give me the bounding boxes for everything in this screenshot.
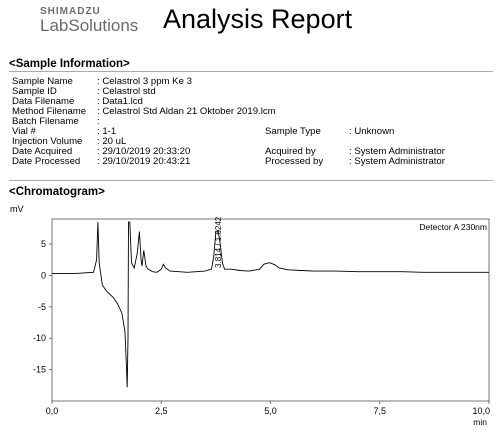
chromatogram-heading: <Chromatogram> [9,186,105,198]
sample-info-heading: <Sample Information> [9,58,130,70]
info-label: Sample ID [12,86,57,97]
info-label: Batch Filename [12,116,79,127]
info-label: Injection Volume [12,136,83,147]
sample-info-divider [9,71,493,72]
info-value: : 20 uL [97,136,127,147]
info-label-acquired-by: Acquired by [265,146,316,157]
info-value: : Celastrol 3 ppm Ke 3 [97,76,192,87]
x-tick-label: 7,5 [373,406,386,416]
y-tick-label: -10 [33,333,46,343]
info-value: : 29/10/2019 20:43:21 [97,156,191,167]
info-label: Sample Name [12,76,73,87]
brand-logo-bottom: LabSolutions [40,16,139,35]
y-axis-unit: mV [10,204,24,214]
info-value: : Celastrol std [97,86,156,97]
x-axis: 0,0 2,5 5,0 7,5 10,0 [46,401,490,416]
report-title: Analysis Report [163,4,353,34]
y-tick-label: 5 [41,239,46,249]
info-label-sample-type: Sample Type [265,126,321,137]
info-label: Date Processed [12,156,81,167]
info-label: Method Filename [12,106,87,117]
x-tick-label: 10,0 [472,406,490,416]
info-label-processed-by: Processed by [265,156,324,167]
brand-logo-top: SHIMADZU [40,6,101,17]
detector-legend: Detector A 230nm [419,222,487,232]
peak-annotation: 3.814 / 1.6242 [214,216,223,268]
info-value: : Data1.lcd [97,96,143,107]
section-divider [9,180,493,181]
info-label: Data Filename [12,96,75,107]
info-label: Date Acquired [12,146,73,157]
info-value: : 1-1 [97,126,117,137]
info-value-processed-by: : System Administrator [349,156,445,167]
info-value: : [97,116,100,127]
y-axis: 5 0 -5 -10 -15 [33,239,52,375]
info-value-sample-type: : Unknown [349,126,395,137]
x-tick-label: 2,5 [155,406,168,416]
info-label: Vial # [12,126,36,137]
y-tick-label: -15 [33,365,46,375]
info-value: : 29/10/2019 20:33:20 [97,146,191,157]
x-axis-unit: min [473,417,487,427]
info-value-acquired-by: : System Administrator [349,146,445,157]
plot-frame [51,218,490,402]
y-tick-label: -5 [38,302,46,312]
chromatogram-trace [52,221,489,388]
x-tick-label: 5,0 [264,406,277,416]
y-tick-label: 0 [41,270,46,280]
info-value: : Celastrol Std Aldan 21 Oktober 2019.lc… [97,106,276,117]
x-tick-label: 0,0 [46,406,59,416]
